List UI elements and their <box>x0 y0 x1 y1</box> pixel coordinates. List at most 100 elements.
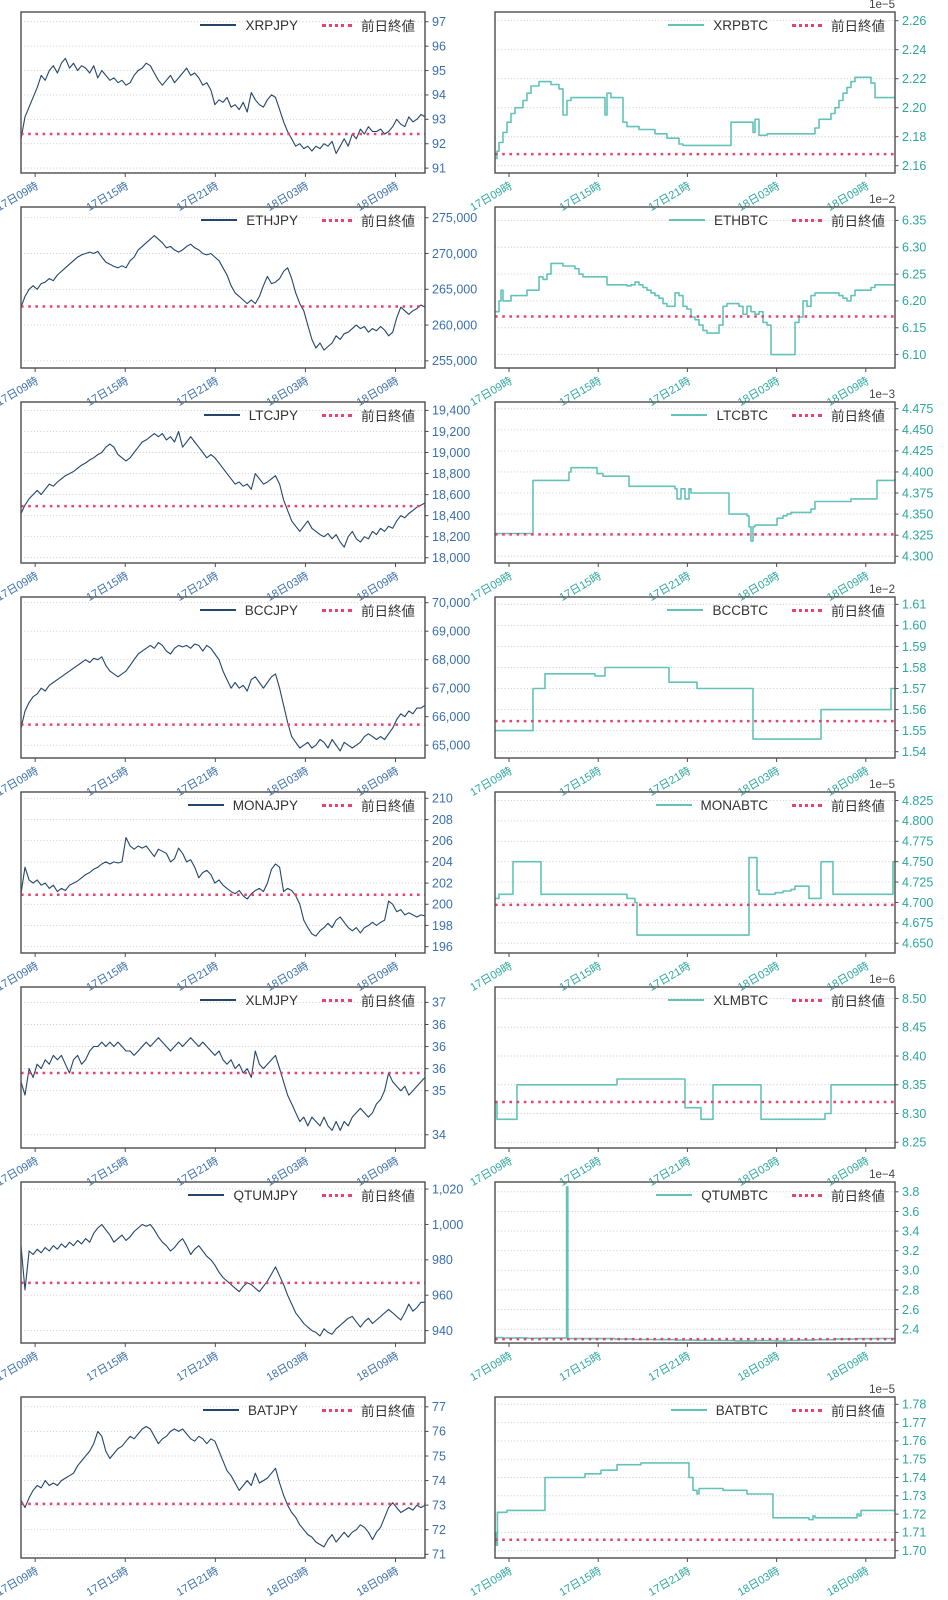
y-tick-label: 8.35 <box>902 1078 926 1092</box>
y-tick-label: 2.24 <box>902 43 926 57</box>
y-tick-label: 2.18 <box>902 130 926 144</box>
series-name: MONABTC <box>700 797 769 813</box>
axis-scale-offset-label: 1e−4 <box>869 1169 896 1181</box>
y-tick-label: 4.825 <box>902 794 933 808</box>
y-tick-label: 35 <box>432 1084 446 1098</box>
y-tick-label: 265,000 <box>432 283 477 297</box>
prev-close-line-sample <box>792 1193 822 1197</box>
prev-close-line-sample <box>792 608 822 612</box>
y-tick-label: 1.56 <box>902 703 926 717</box>
y-tick-label: 6.20 <box>902 294 926 308</box>
prev-close-line-sample <box>792 413 822 417</box>
y-tick-label: 67,000 <box>432 681 470 695</box>
axis-scale-offset-label: 1e−5 <box>869 0 895 11</box>
y-tick-label: 18,000 <box>432 551 470 565</box>
series-line-sample <box>671 414 708 416</box>
y-tick-label: 76 <box>432 1425 446 1439</box>
chart-cell-xlmjpy: 34 35 36 36 36 37 17日09時 17日15時 17日21時 18日03時 18日0… <box>0 975 474 1189</box>
prev-close-line-sample <box>322 608 352 612</box>
chart-cell-xrpbtc: 2.16 2.18 2.20 2.22 2.24 2.26 17日09時 17日15時 17日2… <box>468 0 948 214</box>
y-tick-label: 19,000 <box>432 446 470 460</box>
y-tick-label: 196 <box>432 940 453 954</box>
xrpjpy-legend: XRPJPY 前日終値 <box>200 15 415 35</box>
xlmbtc-legend: XLMBTC 前日終値 <box>668 990 885 1010</box>
ltcjpy-legend: LTCJPY 前日終値 <box>203 405 415 425</box>
prev-close-label: 前日終値 <box>361 604 415 619</box>
y-tick-label: 6.30 <box>902 241 926 255</box>
prev-close-label: 前日終値 <box>831 1189 885 1204</box>
series-name: LTCBTC <box>716 407 768 423</box>
axis-scale-offset-label: 1e−5 <box>869 1384 895 1396</box>
y-tick-label: 36 <box>432 1062 446 1076</box>
price-line <box>495 1186 896 1342</box>
chart-cell-xrpjpy: 91 92 93 94 95 96 97 17日09時 17日15時 17日21時 18日03時 18… <box>0 0 474 214</box>
series-line-sample <box>667 609 704 611</box>
price-line <box>20 235 426 351</box>
x-tick-label: 17日09時 <box>0 1564 41 1599</box>
y-tick-label: 1.73 <box>902 1489 926 1503</box>
y-tick-label: 4.775 <box>902 835 933 849</box>
y-tick-label: 2.4 <box>902 1323 919 1337</box>
y-tick-label: 1.75 <box>902 1453 926 1467</box>
y-tick-label: 2.26 <box>902 14 926 28</box>
y-tick-label: 2.22 <box>902 72 926 86</box>
y-tick-label: 6.35 <box>902 214 926 228</box>
series-line-sample <box>668 999 705 1001</box>
chart-cell-monajpy: 196 198 200 202 204 206 208 210 17日09時 17日15時 17日2… <box>0 780 474 994</box>
y-tick-label: 4.800 <box>902 814 933 828</box>
batbtc-legend: BATBTC 前日終値 <box>670 1400 885 1420</box>
y-tick-label: 18,600 <box>432 488 470 502</box>
y-tick-label: 3.6 <box>902 1205 919 1219</box>
y-tick-label: 19,200 <box>432 425 470 439</box>
y-tick-label: 4.325 <box>902 528 933 542</box>
x-tick-label: 18日03時 <box>735 1564 782 1599</box>
y-tick-label: 4.475 <box>902 402 933 416</box>
bccbtc-legend: BCCBTC 前日終値 <box>667 600 885 620</box>
y-tick-label: 1.55 <box>902 724 926 738</box>
y-tick-label: 65,000 <box>432 738 470 752</box>
y-tick-label: 4.300 <box>902 550 933 564</box>
y-tick-label: 6.15 <box>902 321 926 335</box>
prev-close-label: 前日終値 <box>831 799 885 814</box>
price-line <box>20 1037 426 1131</box>
y-tick-label: 36 <box>432 1018 446 1032</box>
y-tick-label: 72 <box>432 1523 446 1537</box>
series-name: ETHBTC <box>714 212 768 228</box>
series-line-sample <box>200 24 237 26</box>
series-line-sample <box>668 24 705 26</box>
bccjpy-legend: BCCJPY 前日終値 <box>199 600 415 620</box>
y-tick-label: 8.25 <box>902 1136 926 1150</box>
y-tick-label: 36 <box>432 1040 446 1054</box>
price-line <box>495 262 895 356</box>
series-line-sample <box>199 609 236 611</box>
price-line <box>20 1425 426 1548</box>
prev-close-label: 前日終値 <box>831 409 885 424</box>
prev-close-label: 前日終値 <box>361 1404 415 1419</box>
y-tick-label: 6.10 <box>902 348 926 362</box>
chart-cell-bccbtc: 1.54 1.55 1.56 1.57 1.58 1.59 1.60 1.61 17日09時 17… <box>468 584 948 799</box>
prev-close-line-sample <box>322 1193 352 1197</box>
y-tick-label: 1.57 <box>902 682 926 696</box>
y-tick-label: 980 <box>432 1253 453 1267</box>
y-tick-label: 94 <box>432 88 446 102</box>
y-tick-label: 1.78 <box>902 1398 926 1412</box>
chart-cell-batbtc: 1.70 1.71 1.72 1.73 1.74 1.75 1.76 1.77 1.78 17日0… <box>468 1365 948 1600</box>
y-tick-label: 75 <box>432 1449 446 1463</box>
y-tick-label: 1.58 <box>902 661 926 675</box>
prev-close-line-sample <box>792 803 822 807</box>
y-tick-label: 4.350 <box>902 507 933 521</box>
y-tick-label: 198 <box>432 919 453 933</box>
series-line-sample <box>656 1194 693 1196</box>
series-name: XRPJPY <box>245 17 298 33</box>
y-tick-label: 202 <box>432 876 453 890</box>
axis-scale-offset-label: 1e−5 <box>869 779 895 791</box>
monabtc-legend: MONABTC 前日終値 <box>655 795 885 815</box>
prev-close-label: 前日終値 <box>831 604 885 619</box>
prev-close-line-sample <box>792 218 822 222</box>
y-tick-label: 1,000 <box>432 1218 463 1232</box>
price-line <box>495 856 895 936</box>
x-tick-label: 18日03時 <box>264 1564 311 1599</box>
prev-close-line-sample <box>792 998 822 1002</box>
series-name: XRPBTC <box>713 17 768 33</box>
